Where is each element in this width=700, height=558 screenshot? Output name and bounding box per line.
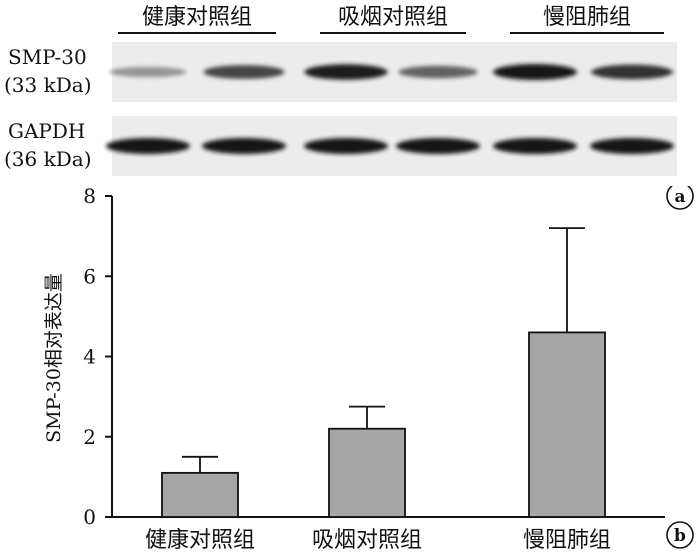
panel-b-text: b <box>674 526 686 546</box>
blot-band <box>106 138 190 154</box>
blot-rows: SMP-30 (33 kDa) GAPDH (36 kDa) <box>4 42 677 176</box>
blot-band <box>202 138 286 154</box>
x-category-label: 吸烟对照组 <box>312 528 422 553</box>
western-blot-panel: 健康对照组 吸烟对照组 慢阻肺组 SMP-30 (33 kDa) GAPDH (36 kD… <box>4 5 677 176</box>
bar-chart: 0 2 4 6 8 健康对照组 吸烟对照组 慢阻肺组 SMP-30相对表达量 b a <box>43 186 694 553</box>
y-tick-label: 0 <box>83 505 96 529</box>
blot-band <box>590 64 674 80</box>
blot-band <box>493 64 577 80</box>
chart-error-bars <box>182 227 585 473</box>
blot-band <box>398 65 478 79</box>
bar <box>161 471 239 518</box>
y-tick-label: 8 <box>83 186 96 208</box>
blot-group-label: 吸烟对照组 <box>338 5 448 30</box>
bar <box>528 331 606 518</box>
blot-protein-name: SMP-30 <box>8 45 87 69</box>
blot-group-labels: 健康对照组 吸烟对照组 慢阻肺组 <box>118 5 664 34</box>
blot-band <box>396 138 480 154</box>
panel-a-text: a <box>674 187 685 207</box>
blot-protein-size: (33 kDa) <box>4 73 92 97</box>
blot-band <box>304 64 388 80</box>
blot-band <box>109 66 187 78</box>
y-tick-label: 6 <box>83 264 96 288</box>
chart-y-ticks: 0 2 4 6 8 <box>83 186 112 529</box>
blot-protein-size: (36 kDa) <box>4 147 92 171</box>
y-tick-label: 2 <box>83 425 96 449</box>
blot-protein-name: GAPDH <box>8 119 85 143</box>
blot-group-label: 健康对照组 <box>142 5 252 30</box>
blot-group-label: 慢阻肺组 <box>543 5 631 30</box>
blot-band <box>590 138 674 154</box>
y-tick-label: 4 <box>83 345 96 369</box>
panel-label-a: a <box>666 186 694 210</box>
chart-bars <box>161 331 606 518</box>
blot-band <box>203 65 285 79</box>
bar <box>328 427 406 518</box>
y-axis-label: SMP-30相对表达量 <box>43 273 65 443</box>
panel-label-b: b <box>666 521 694 549</box>
chart-category-labels: 健康对照组 吸烟对照组 慢阻肺组 <box>145 528 611 553</box>
x-category-label: 健康对照组 <box>145 528 255 553</box>
x-category-label: 慢阻肺组 <box>523 528 611 553</box>
blot-band <box>304 138 388 154</box>
blot-band <box>493 138 577 154</box>
